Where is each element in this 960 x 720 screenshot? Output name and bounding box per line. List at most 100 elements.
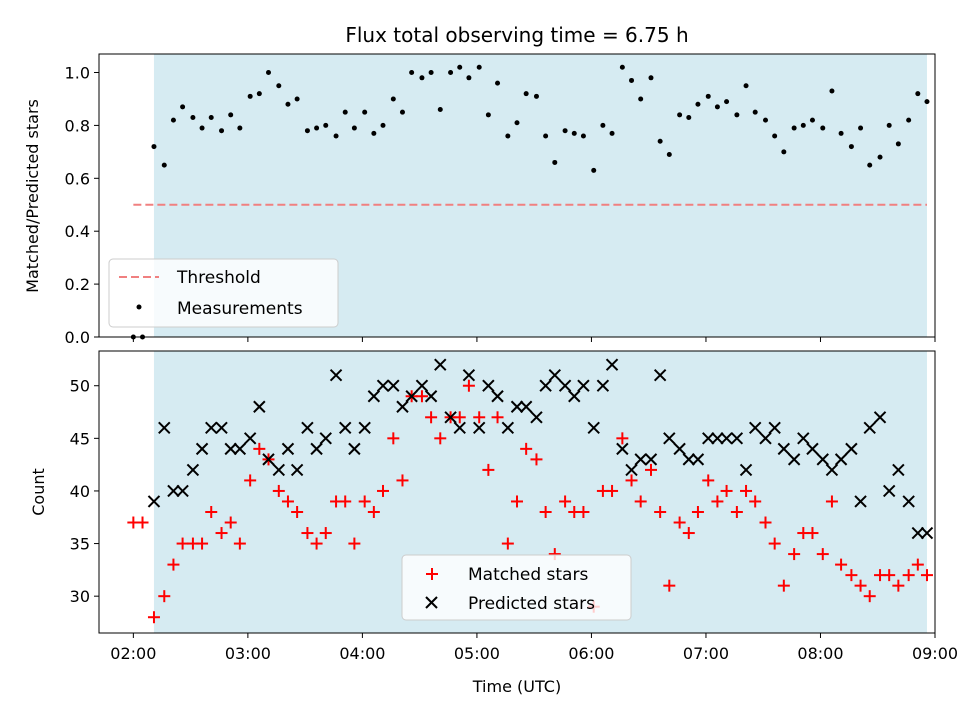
predicted-star-point-b [530,411,543,424]
predicted-star-point [730,432,744,445]
predicted-star-point [281,442,295,456]
predicted-star-point [415,379,429,392]
top-y-tick-label: 0.6 [65,169,90,188]
measurement-point [237,125,243,131]
predicted-star-point-b [519,400,533,413]
measurement-point [265,70,271,76]
measurement-point [285,101,291,107]
measurement-point [714,104,720,110]
predicted-star-point [195,442,209,456]
predicted-star-point-b [167,484,180,498]
predicted-star-point [902,495,915,508]
measurement-point [428,70,434,76]
predicted-star-point [186,463,200,477]
bottom-y-tick-label: 35 [70,535,90,554]
predicted-star-point-b [892,463,905,477]
predicted-star-point-b [415,379,429,392]
predicted-star-point-b [558,379,572,392]
matched-star-point [730,505,743,518]
predicted-star-point-b [653,368,667,382]
matched-star-point [301,527,314,540]
matched-star-point [167,558,180,571]
predicted-star-point [491,390,504,403]
matched-star-point [559,495,572,508]
predicted-star-point-b [759,432,772,445]
matched-star-point [845,569,858,582]
predicted-star-point [205,421,218,435]
measurement-point [562,128,568,134]
measurement-point [362,109,368,115]
measurement-point [858,125,864,131]
predicted-star-point-b [768,421,781,435]
measurement-point [838,130,844,136]
predicted-star-point [310,442,323,456]
predicted-star-point [777,442,791,456]
measurement-point [199,125,205,131]
matched-star-point [520,442,533,455]
measurement-point [791,125,797,131]
predicted-star-point-b [491,390,504,403]
predicted-star-point-b [787,453,801,466]
predicted-star-point [262,453,275,466]
predicted-star-point-b [605,358,619,371]
matched-star-point [415,390,428,403]
predicted-star-point-b [290,463,304,477]
predicted-star-point [720,432,733,445]
top-legend: Threshold Measurements [108,258,339,328]
matched-star-point [654,505,667,518]
measurement-point [686,114,692,120]
matched-star-point [358,495,371,508]
predicted-star-point [644,453,658,466]
matched-star-point [854,579,867,592]
measurement-point [399,109,405,115]
predicted-star-point [444,411,457,424]
predicted-star-point [434,358,447,371]
predicted-star-point-b [616,442,629,456]
matched-star-point [825,495,838,508]
predicted-star-point-b [548,368,561,382]
measurement-point [829,88,835,94]
predicted-star-point [653,368,667,382]
matched-star-point [788,548,801,561]
measurement-point [724,99,730,105]
predicted-star-point-b [873,411,887,424]
matched-star-point [319,527,332,540]
predicted-star-point [673,442,686,456]
matched-star-point [377,484,390,497]
predicted-star-point [158,421,171,435]
predicted-star-point [634,453,647,466]
predicted-star-point [596,379,610,392]
predicted-star-point [702,432,715,445]
matched-star-point [147,611,160,624]
measurement-point [180,104,186,110]
matched-star-point [253,442,266,455]
matched-star-point [387,432,400,445]
measurement-point [591,167,597,173]
predicted-star-point [329,368,343,382]
predicted-stars-legend-marker [425,596,438,609]
matched-star-point [539,505,552,518]
matched-stars-legend-marker [426,568,438,580]
matched-star-point [816,548,829,561]
predicted-star-point [539,379,552,392]
matched-star-point [396,474,409,487]
measurement-point [351,125,357,131]
predicted-star-point-b [176,484,189,498]
threshold-legend-label: Threshold [176,268,261,288]
matched-star-point [136,516,149,529]
predicted-star-point-b [243,432,257,445]
predicted-star-point-b [739,463,753,477]
predicted-star-point-b [396,400,409,413]
predicted-star-point-b [587,421,600,435]
matched-star-point [196,537,209,550]
x-tick-label: 07:00 [683,644,729,663]
matched-star-point [920,569,933,582]
matched-star-point [911,558,924,571]
measurement-point [170,117,176,123]
predicted-star-point-b [348,442,361,456]
predicted-star-point [530,411,543,424]
predicted-star-point-b [854,495,867,508]
matched-star-point [720,484,733,497]
predicted-star-point [224,442,237,456]
predicted-star-point-b [777,442,791,456]
